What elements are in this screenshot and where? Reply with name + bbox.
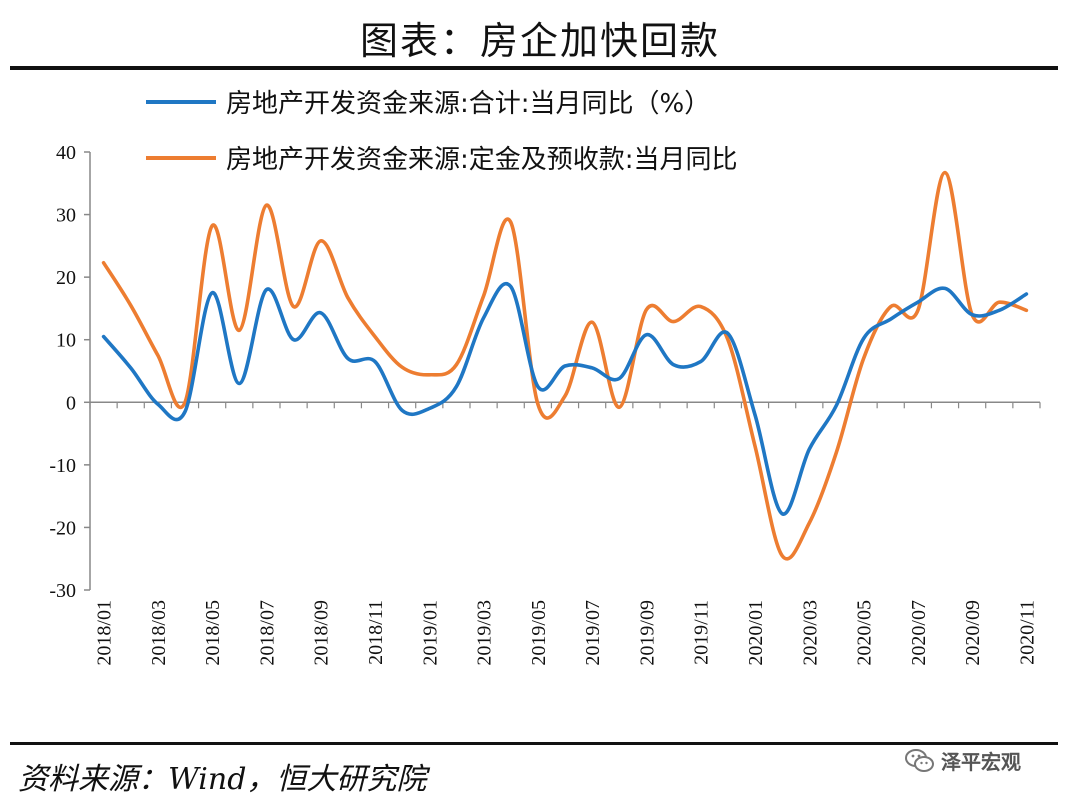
x-tick-label: 2018/09: [311, 600, 333, 666]
y-tick-label: 10: [56, 330, 76, 352]
x-tick-label: 2020/11: [1016, 600, 1038, 665]
x-tick-label: 2019/05: [528, 600, 550, 666]
wechat-icon: [905, 748, 934, 772]
x-tick-label: 2018/01: [94, 600, 116, 666]
x-tick-label: 2019/11: [691, 600, 713, 665]
brand-watermark: 泽平宏观: [905, 746, 1021, 775]
chart-title: 图表：房企加快回款: [359, 19, 720, 63]
legend: 房地产开发资金来源:合计:当月同比（%） 房地产开发资金来源:定金及预收款:当月同…: [146, 89, 738, 175]
y-tick-label: -30: [49, 580, 76, 602]
x-tick-label: 2019/01: [419, 600, 441, 666]
x-tick-label: 2018/11: [365, 600, 387, 665]
y-tick-label: -10: [49, 455, 76, 477]
series-lines: [101, 170, 1029, 561]
x-tick-label: 2020/03: [799, 600, 821, 666]
x-tick-label: 2020/05: [854, 600, 876, 666]
y-tick-label: 0: [66, 392, 76, 414]
legend-label: 房地产开发资金来源:合计:当月同比（%）: [226, 89, 710, 119]
bottom-rule: [10, 742, 1058, 745]
x-tick-label: 2020/09: [962, 600, 984, 666]
x-tick-label: 2020/07: [908, 600, 930, 666]
legend-label: 房地产开发资金来源:定金及预收款:当月同比: [226, 145, 738, 175]
y-tick-label: -20: [49, 517, 76, 539]
x-tick-label: 2019/03: [474, 600, 496, 666]
x-tick-label: 2018/03: [148, 600, 170, 666]
source-note: 资料来源：Wind，恒大研究院: [18, 762, 427, 797]
brand-name: 泽平宏观: [941, 750, 1021, 774]
x-tick-label: 2020/01: [745, 600, 767, 666]
series-line-total: [101, 282, 1029, 516]
top-rule: [10, 66, 1058, 70]
y-tick-label: 20: [56, 267, 76, 289]
series-line-deposit: [101, 170, 1029, 561]
x-tick-label: 2019/07: [582, 600, 604, 666]
x-tick-label: 2019/09: [636, 600, 658, 666]
axes: -30 -20 -10 0 10 20 30 40 2018/01 2018/03 2018/05 2…: [49, 142, 1041, 666]
line-chart: 房地产开发资金来源:合计:当月同比（%） 房地产开发资金来源:定金及预收款:当月同…: [49, 89, 1041, 666]
y-tick-label: 30: [56, 205, 76, 227]
x-tick-label: 2018/07: [256, 600, 278, 666]
x-tick-label: 2018/05: [202, 600, 224, 666]
y-tick-label: 40: [56, 142, 76, 164]
